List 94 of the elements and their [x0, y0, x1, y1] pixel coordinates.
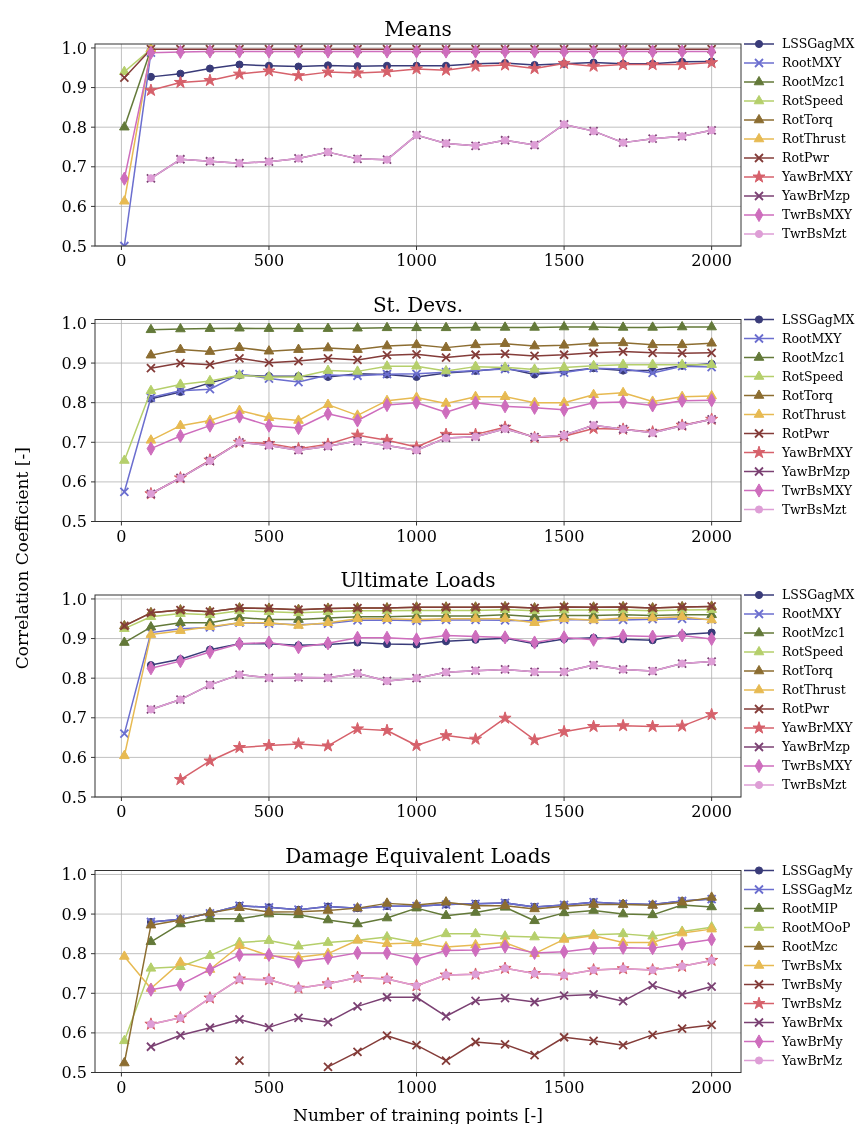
x-tick-label: 0 — [116, 1077, 127, 1097]
x-tick-label: 0 — [116, 802, 127, 821]
y-tick-label: 0.8 — [61, 393, 87, 413]
x-tick-label: 2000 — [691, 1077, 732, 1097]
y-axis-title: Correlation Coefficient [-] — [12, 447, 32, 670]
x-tick-label: 2000 — [691, 802, 732, 821]
legend-label: LSSGagMy — [782, 862, 854, 878]
legend-label: RootMzc1 — [782, 74, 846, 90]
x-tick-label: 1000 — [396, 251, 437, 270]
x-tick-label: 1000 — [396, 1077, 437, 1097]
y-tick-label: 0.7 — [61, 157, 87, 177]
y-tick-label: 0.6 — [61, 196, 87, 216]
legend-label: TwrBsMy — [782, 976, 843, 992]
y-tick-label: 1.0 — [61, 38, 87, 58]
legend-label: RotPwr — [782, 150, 830, 166]
legend-label: RotThrust — [782, 406, 846, 422]
legend-label: RootMXY — [782, 55, 843, 71]
chart-title: St. Devs. — [372, 292, 464, 317]
y-tick-label: 0.7 — [61, 983, 87, 1003]
x-tick-label: 2000 — [691, 251, 732, 270]
y-tick-label: 0.5 — [61, 512, 87, 532]
y-tick-label: 0.5 — [61, 236, 87, 256]
legend-label: YawBrMzp — [781, 463, 850, 479]
y-tick-label: 0.8 — [61, 117, 87, 137]
y-tick-label: 0.9 — [61, 904, 87, 924]
legend-label: RotThrust — [782, 682, 846, 698]
legend-label: RotSpeed — [782, 93, 844, 109]
legend-label: TwrBsMXY — [782, 482, 853, 498]
y-tick-label: 0.9 — [61, 629, 87, 649]
x-tick-label: 1500 — [543, 802, 585, 821]
legend-label: YawBrMXY — [781, 444, 854, 460]
x-axis-title: Number of training points [-] — [293, 1104, 543, 1124]
x-tick-label: 0 — [116, 526, 127, 546]
y-tick-label: 0.8 — [61, 944, 87, 964]
chart-title: Means — [384, 17, 452, 41]
y-tick-label: 0.9 — [61, 78, 87, 98]
y-tick-label: 0.5 — [61, 1063, 87, 1083]
x-tick-label: 500 — [253, 526, 285, 546]
legend-label: TwrBsMXY — [782, 207, 853, 223]
x-tick-label: 1500 — [543, 251, 585, 270]
legend-label: RotPwr — [782, 425, 830, 441]
legend-label: RootMzc1 — [782, 349, 846, 365]
legend-label: RootMzc — [782, 938, 838, 954]
legend-label: RotPwr — [782, 701, 830, 717]
legend-label: TwrBsMzt — [782, 501, 847, 517]
legend-label: YawBrMx — [781, 1014, 843, 1030]
legend-label: YawBrMy — [781, 1033, 844, 1049]
legend-label: YawBrMXY — [781, 720, 854, 736]
legend-label: RootMXY — [782, 606, 843, 622]
x-tick-label: 1000 — [396, 802, 437, 821]
legend-label: LSSGagMX — [782, 36, 855, 52]
y-tick-label: 0.6 — [61, 472, 87, 492]
legend-label: YawBrMz — [781, 1052, 843, 1068]
legend-label: TwrBsMx — [782, 957, 843, 973]
x-tick-label: 0 — [116, 251, 127, 270]
legend-label: TwrBsMz — [782, 995, 842, 1011]
legend-label: TwrBsMzt — [782, 226, 847, 242]
chart-title: Ultimate Loads — [340, 568, 496, 592]
legend-label: RootMXY — [782, 330, 843, 346]
x-tick-label: 1500 — [543, 1077, 585, 1097]
legend-label: RotThrust — [782, 131, 846, 147]
x-tick-label: 500 — [253, 251, 285, 270]
x-tick-label: 2000 — [691, 526, 732, 546]
legend-label: RotSpeed — [782, 368, 844, 384]
y-tick-label: 0.8 — [61, 668, 87, 688]
legend-label: RootMzc1 — [782, 625, 846, 641]
y-tick-label: 1.0 — [61, 865, 87, 885]
y-tick-label: 0.5 — [61, 787, 87, 807]
legend-label: RotSpeed — [782, 644, 844, 660]
y-tick-label: 1.0 — [61, 589, 87, 609]
legend-label: YawBrMzp — [781, 739, 850, 755]
legend-label: RootMIP — [782, 900, 838, 916]
x-tick-label: 500 — [253, 802, 285, 821]
legend-label: RotTorq — [782, 112, 833, 128]
chart-title: Damage Equivalent Loads — [285, 843, 551, 868]
y-tick-label: 0.7 — [61, 432, 87, 452]
y-tick-label: 1.0 — [61, 314, 87, 334]
x-tick-label: 1500 — [543, 526, 585, 546]
legend-label: TwrBsMzt — [782, 777, 847, 793]
y-tick-label: 0.6 — [61, 1023, 87, 1043]
legend-label: LSSGagMX — [782, 587, 855, 603]
legend-label: RootMOoP — [782, 919, 851, 935]
y-tick-label: 0.6 — [61, 747, 87, 767]
legend-label: RotTorq — [782, 387, 833, 403]
legend-label: YawBrMXY — [781, 169, 854, 185]
x-tick-label: 500 — [253, 1077, 285, 1097]
y-tick-label: 0.7 — [61, 708, 87, 728]
legend-label: YawBrMzp — [781, 188, 850, 204]
legend-label: TwrBsMXY — [782, 758, 853, 774]
y-tick-label: 0.9 — [61, 353, 87, 373]
legend-label: LSSGagMX — [782, 311, 855, 327]
legend-label: RotTorq — [782, 663, 833, 679]
legend-label: LSSGagMz — [782, 881, 853, 897]
x-tick-label: 1000 — [396, 526, 437, 546]
